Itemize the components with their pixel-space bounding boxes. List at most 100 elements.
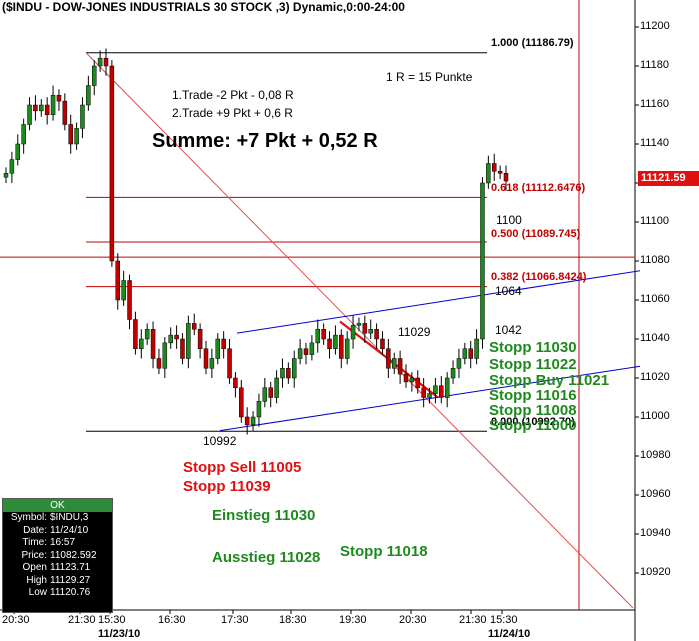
candle-body [344, 338, 350, 359]
x-tick-label: 19:30 [339, 614, 367, 626]
data-window-value: 11123.71 [50, 562, 91, 573]
candle-body [50, 95, 56, 115]
candle-body [503, 173, 509, 182]
y-tick-label: 11020 [640, 371, 670, 383]
candle-body [462, 348, 468, 359]
candle-body [103, 57, 109, 67]
diagonal-trendline [85, 52, 634, 609]
candle-body [497, 171, 503, 174]
trade1-text: 1.Trade -2 Pkt - 0,08 R [172, 88, 294, 102]
candle-body [109, 65, 115, 262]
candle-body [203, 348, 209, 369]
stopp-11018-label: Stopp 11018 [340, 543, 428, 560]
data-window-value: $INDU,3 [50, 512, 89, 523]
last-price-tag: 11121.59 [638, 171, 699, 186]
data-window-value: 16:57 [50, 537, 76, 548]
fib-1000-label: 1.000 (11186.79) [491, 37, 574, 49]
fib-0000-label: 0.000 (10992.70) [491, 416, 575, 428]
data-window-key: Symbol: [10, 512, 47, 523]
data-window-key: Low [28, 587, 47, 598]
candle-body [486, 163, 491, 184]
y-tick-label: 10980 [640, 449, 671, 461]
data-window-key: Open [22, 562, 47, 573]
data-window-key: High [26, 574, 47, 586]
data-window-row: Open 11123.71 [3, 562, 112, 575]
stopp-11030-label: Stopp 11030 [489, 339, 577, 356]
candle-body [339, 334, 344, 359]
data-window[interactable]: OK Symbol: $INDU,3 Date: 11/24/10 Time: 16:57… [2, 498, 113, 613]
y-tick-label: 11100 [640, 215, 669, 227]
candle-body [186, 323, 191, 359]
candle-body [244, 416, 250, 426]
candle-body [80, 104, 85, 129]
data-window-row: Low 11120.76 [3, 587, 112, 600]
data-window-header[interactable]: OK [3, 499, 112, 512]
candle-body [397, 358, 403, 375]
data-window-value: 11082.592 [50, 549, 97, 561]
y-tick-label: 11080 [640, 254, 670, 266]
stopp-11008-label: Stopp 11008 [489, 402, 577, 419]
candle-body [409, 377, 415, 383]
candle-body [215, 338, 221, 359]
candle-body [68, 124, 73, 145]
candle-body [468, 348, 473, 359]
candle-body [221, 338, 226, 349]
stopp-sell-label: Stopp Sell 11005 [183, 459, 302, 476]
fib-0618-label: 0.618 (11112.6476) [491, 182, 586, 194]
candle-body [362, 323, 368, 334]
candle-body [9, 159, 15, 174]
einstieg-label: Einstieg 11030 [212, 507, 316, 524]
level-1042-label: 1042 [495, 323, 522, 337]
candle-body [133, 319, 138, 349]
candle-body [480, 182, 485, 340]
level-10992-label: 10992 [203, 434, 237, 448]
candle-body [3, 173, 9, 178]
date-label-1: 11/23/10 [98, 628, 141, 640]
y-tick-label: 11000 [640, 410, 670, 422]
candle-body [368, 329, 373, 334]
candle-body [321, 329, 326, 340]
data-window-row: Symbol: $INDU,3 [3, 512, 112, 525]
candle-body [356, 323, 362, 326]
ausstieg-label: Ausstieg 11028 [212, 549, 321, 566]
data-window-key: Price: [21, 549, 47, 561]
y-tick-label: 11160 [640, 98, 669, 110]
candle-body [327, 338, 332, 349]
candle-body [291, 358, 297, 379]
x-tick-label: 15:30 [98, 614, 126, 626]
candle-body [297, 348, 303, 359]
candle-body [150, 329, 156, 359]
candle-body [21, 124, 26, 145]
data-window-value: 11129.27 [50, 574, 91, 586]
data-window-key: Date: [23, 524, 47, 536]
candle-body [474, 338, 479, 359]
candle-body [33, 104, 38, 112]
data-window-row: High 11129.27 [3, 575, 112, 588]
r-unit-text: 1 R = 15 Punkte [386, 70, 473, 84]
data-window-key: Time: [22, 537, 47, 548]
candle-body [386, 348, 391, 369]
y-tick-label: 10940 [640, 527, 671, 539]
fib-0500-label: 0.500 (11089.745) [491, 228, 581, 240]
candle-body [433, 385, 438, 394]
candle-body [97, 57, 103, 67]
candle-body [156, 358, 162, 369]
candle-body [491, 163, 497, 172]
candle-body [374, 329, 379, 340]
candle-body [309, 342, 315, 355]
stopp-11039-label: Stopp 11039 [183, 478, 271, 495]
candle-body [439, 385, 444, 398]
candle-body [174, 334, 179, 340]
level-1064-label: 1064 [495, 284, 522, 298]
candle-body [56, 95, 62, 102]
candle-body [315, 329, 321, 344]
candle-body [239, 387, 244, 418]
candle-body [144, 329, 150, 340]
candle-body [168, 334, 173, 344]
data-window-value: 11/24/10 [50, 524, 89, 536]
trade2-text: 2.Trade +9 Pkt + 0,6 R [172, 106, 293, 120]
candle-body [39, 104, 44, 112]
candle-body [286, 368, 291, 379]
